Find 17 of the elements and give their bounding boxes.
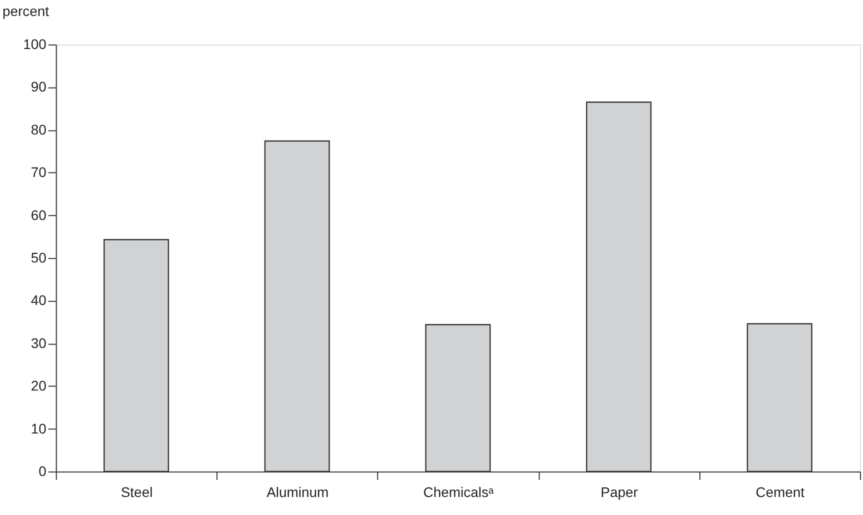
y-tick-label: 0 bbox=[38, 462, 47, 479]
y-tick-label: 100 bbox=[23, 36, 47, 52]
x-tick-label: Aluminum bbox=[266, 484, 329, 500]
x-tick-label: Cement bbox=[756, 484, 805, 500]
y-tick-label: 90 bbox=[30, 78, 47, 95]
y-tick-label: 70 bbox=[30, 164, 47, 180]
y-tick-label: 50 bbox=[30, 249, 47, 266]
y-tick-label: 10 bbox=[30, 420, 47, 436]
y-tick-label: 80 bbox=[30, 121, 47, 138]
x-tick-label: Chemicalsᵃ bbox=[423, 484, 494, 500]
y-axis-title: percent bbox=[2, 3, 50, 20]
x-tick-label: Paper bbox=[600, 484, 638, 500]
y-tick-label: 40 bbox=[30, 292, 47, 308]
y-tick-label: 20 bbox=[30, 378, 47, 394]
y-tick-label: 60 bbox=[30, 206, 47, 223]
y-tick-label: 30 bbox=[30, 334, 47, 351]
x-tick-label: Steel bbox=[120, 484, 153, 500]
